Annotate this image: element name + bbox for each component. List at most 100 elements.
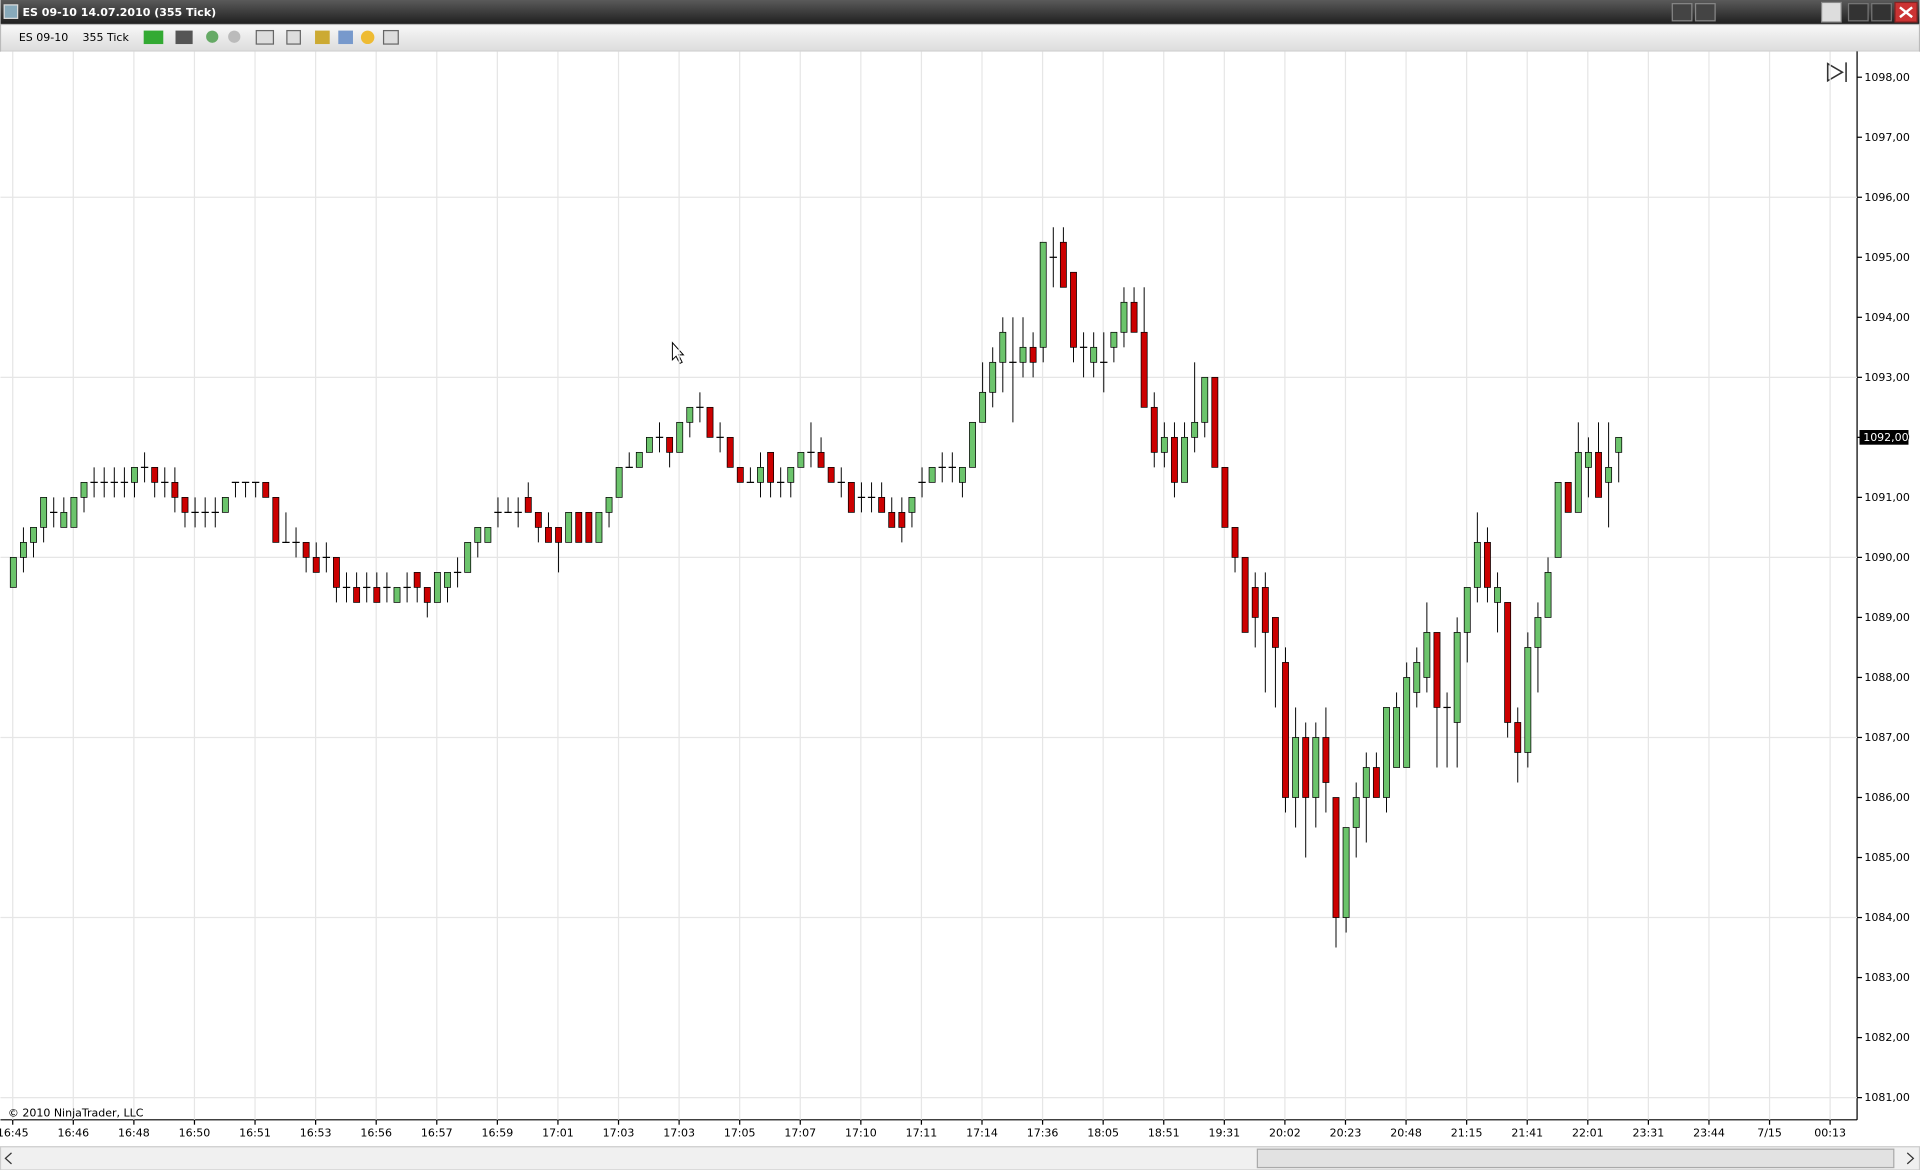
candle-body <box>131 466 138 483</box>
candle-body <box>615 466 623 498</box>
minimize-button[interactable] <box>1847 3 1869 22</box>
strategy-button[interactable] <box>338 30 353 45</box>
candle-body <box>40 497 48 528</box>
y-tick-label: 1087,00 <box>1864 731 1909 744</box>
candle-body <box>1584 451 1592 468</box>
candle-body <box>1554 482 1562 558</box>
candle-body <box>1070 271 1077 348</box>
mouse-cursor <box>671 341 685 365</box>
candle-body <box>686 406 694 423</box>
snapshot-button[interactable] <box>286 29 301 45</box>
data-box-button[interactable] <box>382 29 399 45</box>
zoom-out-button[interactable] <box>228 30 241 43</box>
pointer-button[interactable] <box>255 29 275 45</box>
scroll-right[interactable] <box>1906 1152 1915 1165</box>
candle-body <box>645 436 653 453</box>
app-icon <box>3 4 19 19</box>
x-tick-label: 20:48 <box>1390 1126 1422 1139</box>
scroll-to-end-button[interactable] <box>1826 62 1847 83</box>
candle-body <box>1120 301 1128 333</box>
instrument-selector[interactable]: ES 09-10 <box>19 31 68 44</box>
candle-body <box>928 466 936 483</box>
candle-body <box>605 497 613 513</box>
candle-body <box>1191 421 1199 438</box>
candle-body <box>847 482 855 513</box>
candle-body <box>1342 827 1350 918</box>
x-tick-label: 17:05 <box>724 1126 756 1139</box>
candle-body <box>635 451 643 468</box>
x-tick-label: 17:03 <box>603 1126 635 1139</box>
candle-body <box>1201 376 1209 423</box>
candle-body <box>1423 632 1431 678</box>
x-tick-label: 18:05 <box>1087 1126 1119 1139</box>
candle-body <box>1544 572 1552 618</box>
x-tick-label: 16:45 <box>0 1126 29 1139</box>
x-tick-label: 17:07 <box>784 1126 816 1139</box>
candle-body <box>524 497 532 513</box>
candle-body <box>1090 346 1098 363</box>
candle-body <box>9 557 17 588</box>
last-price-marker <box>1859 430 1909 445</box>
x-tick-label: 23:44 <box>1693 1126 1725 1139</box>
candle-body <box>332 557 340 588</box>
candle-body <box>1494 587 1501 603</box>
candle-body <box>70 497 78 528</box>
plot: 16:45 16:46 16:48 16:50 16:51 16:53 16:56 16:57… <box>0 51 1910 1139</box>
x-tick-label: 16:50 <box>179 1126 211 1139</box>
zoom-in-button[interactable] <box>206 30 219 43</box>
chart-style-button[interactable] <box>143 30 164 45</box>
candle-body <box>1453 632 1461 723</box>
candle-body <box>1524 647 1532 753</box>
scroll-left[interactable] <box>4 1152 12 1165</box>
candle-body <box>706 406 714 438</box>
x-tick-label: 16:53 <box>300 1126 332 1139</box>
x-tick-label: 16:56 <box>360 1126 392 1139</box>
candle-body <box>302 542 310 558</box>
candle-body <box>1130 301 1138 333</box>
candle-body <box>817 451 825 468</box>
x-tick-label: 23:31 <box>1633 1126 1665 1139</box>
drawing-tool-button[interactable] <box>175 30 193 45</box>
candle-body <box>1352 797 1360 828</box>
candle-body <box>1019 346 1027 363</box>
x-tick-label: 19:31 <box>1208 1126 1240 1139</box>
candle-body <box>1231 527 1239 558</box>
tab-button[interactable] <box>1694 3 1716 22</box>
candle-body <box>1463 587 1471 633</box>
candle-body <box>736 466 744 483</box>
x-tick-label: 18:51 <box>1148 1126 1180 1139</box>
y-tick-label: 1096,00 <box>1864 191 1909 204</box>
candle-body <box>545 527 552 543</box>
period-selector[interactable]: 355 Tick <box>83 31 130 44</box>
candle-body <box>1615 436 1623 453</box>
link-button[interactable] <box>1671 3 1693 22</box>
candle-body <box>1282 662 1289 798</box>
candle-body <box>1140 331 1148 408</box>
candle-body <box>878 497 886 513</box>
candle-body <box>433 572 441 603</box>
candle-body <box>1292 737 1300 798</box>
candle-body <box>999 331 1007 363</box>
x-tick-label: 21:15 <box>1451 1126 1483 1139</box>
x-tick-label: 16:48 <box>118 1126 150 1139</box>
candle-body <box>1393 707 1401 768</box>
candle-body <box>30 527 37 543</box>
candle-body <box>262 482 270 498</box>
maximize-button[interactable] <box>1871 3 1892 22</box>
candle-body <box>1211 376 1219 468</box>
candle-body <box>373 587 381 603</box>
properties-button[interactable] <box>360 30 375 45</box>
candle-body <box>1029 346 1037 363</box>
candle-body <box>767 451 775 483</box>
x-tick-label: 17:11 <box>906 1126 938 1139</box>
candle-body <box>555 527 562 543</box>
candle-body <box>221 497 229 513</box>
indicator-button[interactable] <box>315 30 330 45</box>
candle-body <box>171 482 179 498</box>
x-tick-label: 20:02 <box>1269 1126 1301 1139</box>
candle-body <box>1251 587 1259 618</box>
candle-body <box>797 451 805 468</box>
x-tick-label: 17:03 <box>663 1126 695 1139</box>
scrollbar-thumb[interactable] <box>1256 1148 1895 1169</box>
lock-button[interactable] <box>1820 1 1842 23</box>
